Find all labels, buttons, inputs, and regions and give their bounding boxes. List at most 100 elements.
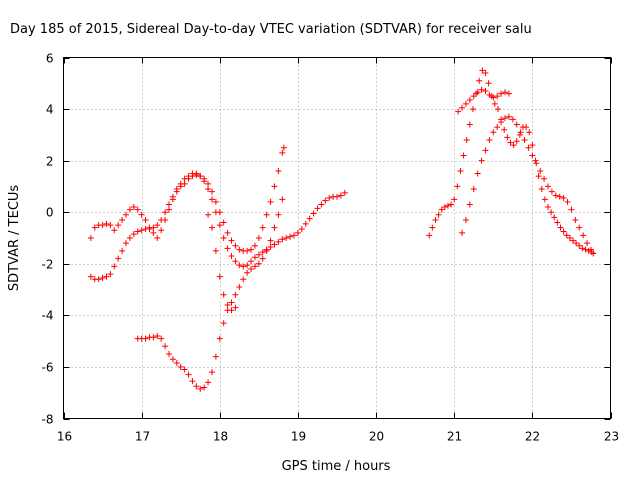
data-point	[244, 262, 251, 269]
x-tick-label: 23	[604, 430, 619, 444]
data-point	[279, 236, 286, 243]
plot-frame	[63, 57, 611, 419]
data-point	[130, 204, 137, 211]
data-point	[510, 142, 517, 149]
data-point	[228, 253, 235, 260]
data-point	[478, 86, 485, 93]
data-point	[554, 219, 561, 226]
data-point	[462, 216, 469, 223]
data-point	[91, 224, 98, 231]
data-point	[189, 378, 196, 385]
data-point	[123, 211, 130, 218]
data-point	[87, 235, 94, 241]
data-point	[259, 224, 266, 231]
data-point	[197, 173, 204, 180]
data-point	[216, 273, 223, 280]
data-point	[568, 206, 575, 213]
y-axis-label: SDTVAR / TECUs	[7, 185, 22, 292]
data-point	[564, 198, 571, 205]
data-point	[279, 149, 286, 156]
data-point	[205, 211, 212, 218]
data-point	[271, 241, 278, 248]
data-point	[334, 193, 340, 200]
data-point	[224, 229, 231, 236]
data-point	[165, 206, 172, 213]
data-point	[541, 175, 548, 182]
data-point	[322, 197, 329, 204]
data-point	[535, 173, 542, 180]
data-point	[107, 271, 114, 278]
data-point	[302, 220, 309, 227]
data-point	[280, 144, 287, 151]
y-tick-label: -8	[42, 413, 54, 427]
data-point	[552, 192, 559, 199]
data-point	[224, 302, 231, 309]
data-point	[154, 222, 161, 229]
data-point	[298, 225, 305, 232]
data-point	[220, 235, 227, 241]
data-point	[232, 304, 239, 311]
data-point	[146, 225, 153, 232]
data-point	[224, 245, 231, 252]
data-point	[507, 139, 514, 146]
data-point	[126, 206, 133, 213]
data-point	[212, 353, 219, 360]
data-point	[429, 224, 436, 231]
data-point	[126, 235, 133, 241]
data-point	[240, 276, 247, 283]
data-point	[314, 205, 321, 212]
axis-ticks: 16 17 18 19 20 21 22 23 -8 -6 -4 -2 0 2 4 6	[42, 52, 620, 444]
data-point	[232, 242, 239, 249]
data-point	[504, 134, 511, 141]
data-point	[111, 227, 118, 234]
data-point	[259, 249, 266, 256]
data-point	[587, 246, 594, 253]
data-point	[119, 247, 126, 254]
data-point	[310, 210, 317, 217]
data-point	[502, 115, 509, 122]
data-point	[435, 211, 442, 218]
data-point	[275, 211, 282, 218]
data-point	[154, 235, 161, 241]
data-point	[451, 196, 458, 203]
data-point	[438, 206, 445, 213]
data-point	[426, 232, 433, 239]
y-tick-label: -6	[42, 361, 54, 375]
y-tick-label: 2	[46, 155, 54, 169]
data-point	[548, 188, 555, 195]
data-point	[208, 224, 215, 231]
data-point	[337, 192, 344, 199]
data-point	[494, 124, 501, 131]
data-point	[478, 157, 485, 164]
data-point	[193, 383, 200, 390]
data-point	[103, 220, 110, 227]
data-point	[150, 229, 157, 236]
data-point	[216, 335, 223, 342]
data-point	[263, 247, 270, 254]
data-point	[455, 108, 462, 115]
data-point	[466, 121, 473, 128]
data-point	[173, 360, 180, 367]
data-point	[513, 138, 520, 145]
data-point	[485, 80, 492, 87]
data-point	[99, 274, 106, 281]
data-point	[494, 106, 501, 113]
data-point	[154, 332, 161, 339]
data-point	[486, 91, 493, 98]
data-point	[193, 170, 200, 177]
data-point	[569, 237, 576, 244]
data-point	[251, 242, 258, 249]
data-point	[197, 385, 204, 392]
data-point	[130, 231, 137, 238]
data-point	[162, 209, 169, 216]
data-point	[251, 263, 258, 270]
data-point	[201, 384, 208, 391]
data-point	[259, 255, 266, 262]
data-point	[482, 69, 489, 76]
data-point	[99, 222, 106, 229]
data-point	[271, 183, 278, 190]
y-tick-label: 6	[46, 52, 54, 66]
data-point	[490, 129, 497, 136]
data-point	[205, 379, 212, 386]
